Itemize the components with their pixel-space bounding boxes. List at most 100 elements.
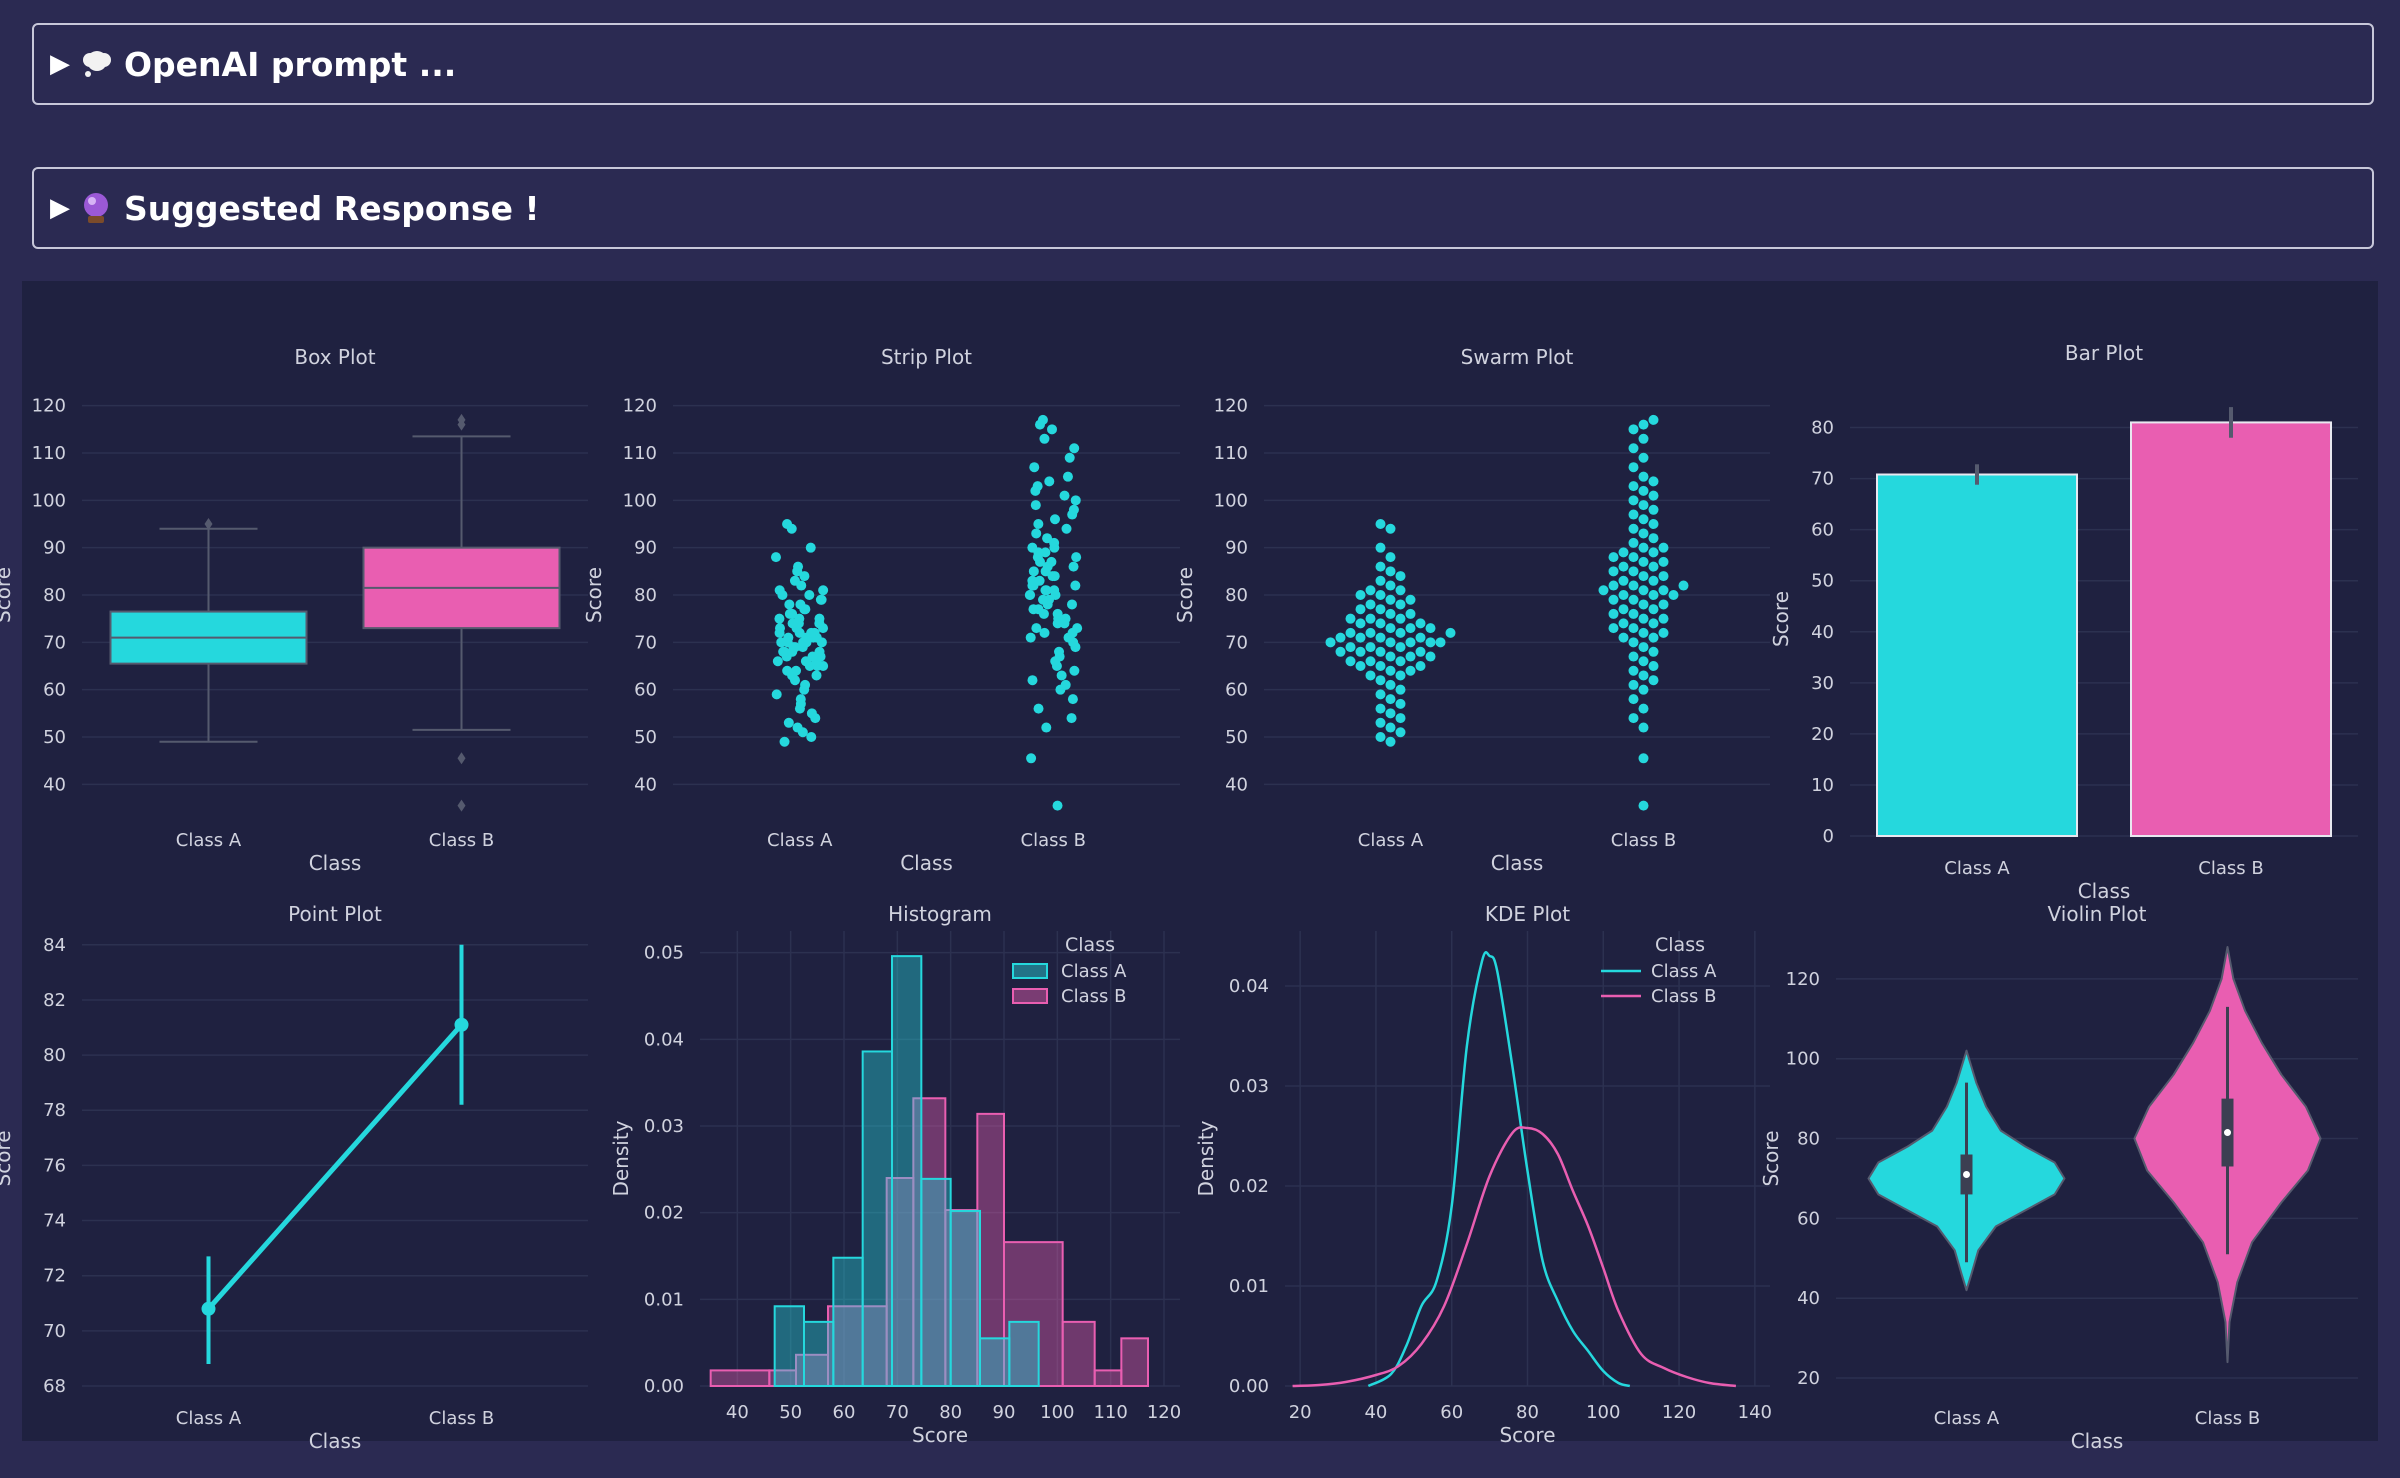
swarm-point	[1648, 618, 1659, 629]
strip-point	[1064, 452, 1075, 463]
x-tick-label: 80	[939, 1402, 962, 1423]
swarm-point	[1345, 627, 1356, 638]
x-axis-label: Score	[1499, 1423, 1555, 1447]
suggested-response-accordion[interactable]: ▶ Suggested Response !	[32, 167, 2374, 249]
histogram-bin	[803, 1320, 835, 1388]
swarm-point	[1345, 613, 1356, 624]
y-tick-label: 0	[1823, 826, 1834, 847]
strip-point	[1049, 514, 1060, 525]
y-axis-label: Score	[1759, 1130, 1783, 1186]
swarm-point	[1628, 537, 1639, 548]
strip-point	[1037, 414, 1048, 425]
swarm-point	[1425, 623, 1436, 634]
strip-point	[772, 656, 783, 667]
x-tick-label: 40	[726, 1402, 749, 1423]
y-tick-label: 90	[634, 538, 657, 559]
x-tick-label: Class A	[176, 1408, 242, 1429]
swarm-point	[1678, 580, 1689, 591]
legend-label: Class A	[1061, 961, 1127, 982]
swarm-point	[1628, 608, 1639, 619]
swarm-point	[1395, 613, 1406, 624]
legend-title: Class	[1065, 934, 1115, 956]
strip-point	[783, 632, 794, 643]
histogram-bin	[1003, 1241, 1064, 1387]
swarm-point	[1375, 561, 1386, 572]
strip-point	[807, 651, 818, 662]
suggested-response-accordion-label: Suggested Response !	[124, 188, 540, 228]
strip-point	[1034, 575, 1045, 586]
swarm-point	[1648, 561, 1659, 572]
swarm-point	[1375, 542, 1386, 553]
swarm-point	[1435, 637, 1446, 648]
swarm-point	[1375, 632, 1386, 643]
swarm-point	[1608, 552, 1619, 563]
swarm-point	[1648, 533, 1659, 544]
swarm-point	[1628, 679, 1639, 690]
y-tick-label: 0.02	[644, 1203, 684, 1224]
swarm-point	[1648, 632, 1659, 643]
strip-point	[1072, 623, 1083, 634]
x-tick-label: 120	[1147, 1402, 1181, 1423]
histogram-bin	[1008, 1320, 1040, 1388]
swarm-point	[1618, 632, 1629, 643]
legend-title: Class	[1655, 934, 1705, 956]
swarm-point	[1638, 613, 1649, 624]
histogram-bin	[1061, 1320, 1096, 1388]
y-tick-label: 0.04	[644, 1029, 684, 1050]
y-tick-label: 100	[1214, 490, 1248, 511]
strip-point	[794, 613, 805, 624]
swarm-point	[1608, 580, 1619, 591]
swarm-point	[1385, 580, 1396, 591]
swarm-point	[1618, 590, 1629, 600]
legend-label: Class A	[1651, 961, 1717, 982]
swarm-point	[1365, 599, 1376, 610]
swarm-point	[1415, 646, 1426, 657]
swarm-point	[1658, 627, 1669, 638]
y-tick-label: 70	[43, 1321, 66, 1342]
y-tick-label: 0.04	[1229, 976, 1269, 997]
histogram-bin	[861, 1050, 894, 1387]
y-tick-label: 0.00	[1229, 1376, 1269, 1397]
y-tick-label: 120	[32, 396, 66, 417]
swarm-point	[1628, 623, 1639, 634]
x-tick-label: 70	[886, 1402, 909, 1423]
strip-point	[1069, 443, 1080, 454]
swarm-point	[1618, 575, 1629, 586]
legend-swatch	[1012, 988, 1048, 1004]
swarm-point	[1365, 656, 1376, 667]
swarm-point	[1385, 722, 1396, 733]
swarm-point	[1618, 547, 1629, 558]
swarm-point	[1658, 571, 1669, 582]
y-tick-label: 100	[32, 490, 66, 511]
y-tick-label: 110	[32, 443, 66, 464]
strip-point	[1056, 670, 1067, 681]
outlier-point	[457, 752, 466, 765]
chart-kde-plot: 0.00 0.01 0.02 0.03 0.04 20 40 60 80 100 120 140 KDE…	[1194, 902, 1772, 1447]
strip-point	[1038, 594, 1049, 605]
swarm-point	[1638, 471, 1649, 482]
swarm-point	[1648, 575, 1659, 586]
prompt-accordion[interactable]: ▶ OpenAI prompt ...	[32, 23, 2374, 105]
swarm-point	[1638, 542, 1649, 553]
y-tick-label: 0.00	[644, 1376, 684, 1397]
strip-point	[774, 585, 785, 596]
point-line	[206, 1023, 464, 1311]
y-tick-label: 80	[1225, 585, 1248, 606]
strip-point	[1068, 561, 1079, 572]
strip-point	[1054, 646, 1065, 657]
swarm-point	[1628, 694, 1639, 705]
swarm-point	[1648, 476, 1659, 487]
y-tick-label: 50	[634, 727, 657, 748]
y-tick-label: 0.03	[1229, 1076, 1269, 1097]
y-tick-label: 40	[634, 774, 657, 795]
swarm-point	[1395, 599, 1406, 610]
y-tick-label: 82	[43, 990, 66, 1011]
chart-title: KDE Plot	[1485, 902, 1570, 926]
swarm-point	[1628, 443, 1639, 454]
swarm-point	[1658, 556, 1669, 567]
y-axis-label: Score	[0, 567, 15, 623]
strip-point	[1031, 528, 1042, 539]
swarm-point	[1638, 800, 1649, 811]
y-tick-label: 70	[634, 632, 657, 653]
